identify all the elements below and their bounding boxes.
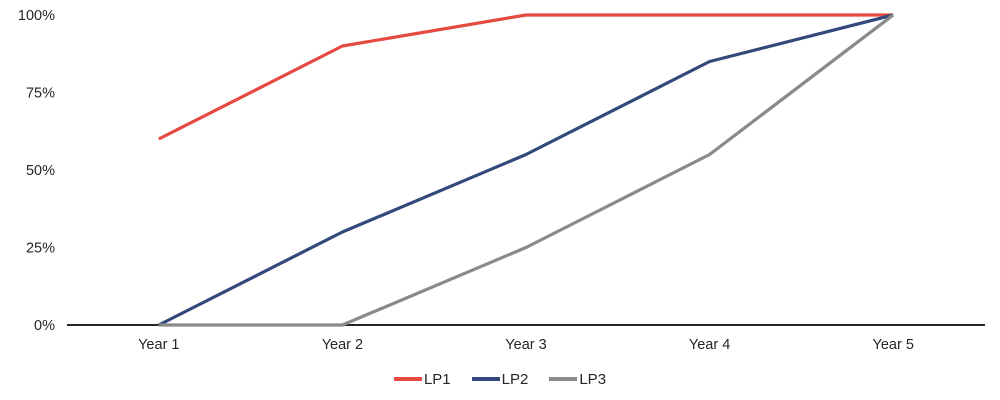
series-line-LP2	[158, 13, 894, 327]
legend-label: LP2	[501, 370, 529, 388]
legend-item-LP3: LP3	[549, 371, 606, 388]
y-tick-label: 0%	[34, 318, 55, 334]
legend-item-LP2: LP2	[471, 370, 529, 388]
x-tick-label: Year 5	[873, 337, 914, 353]
series-line-LP1	[158, 13, 894, 141]
x-tick-label: Year 3	[505, 337, 546, 353]
legend-swatch-LP3	[549, 377, 578, 381]
x-tick-label: Year 4	[689, 337, 730, 353]
legend-label: LP3	[579, 370, 607, 388]
legend-swatch-LP1	[393, 377, 422, 381]
y-tick-label: 50%	[26, 163, 55, 179]
chart-legend: LP1 LP2 LP3	[0, 368, 1000, 390]
y-tick-label: 25%	[26, 241, 55, 257]
x-tick-label: Year 2	[322, 337, 363, 353]
legend-swatch-LP2	[471, 377, 500, 381]
legend-label: LP1	[423, 370, 451, 388]
legend-item-LP1: LP1	[393, 370, 451, 388]
x-tick-label: Year 1	[138, 337, 179, 353]
y-tick-label: 75%	[26, 86, 55, 102]
series-line-LP3	[158, 13, 895, 327]
y-tick-label: 100%	[18, 8, 55, 24]
